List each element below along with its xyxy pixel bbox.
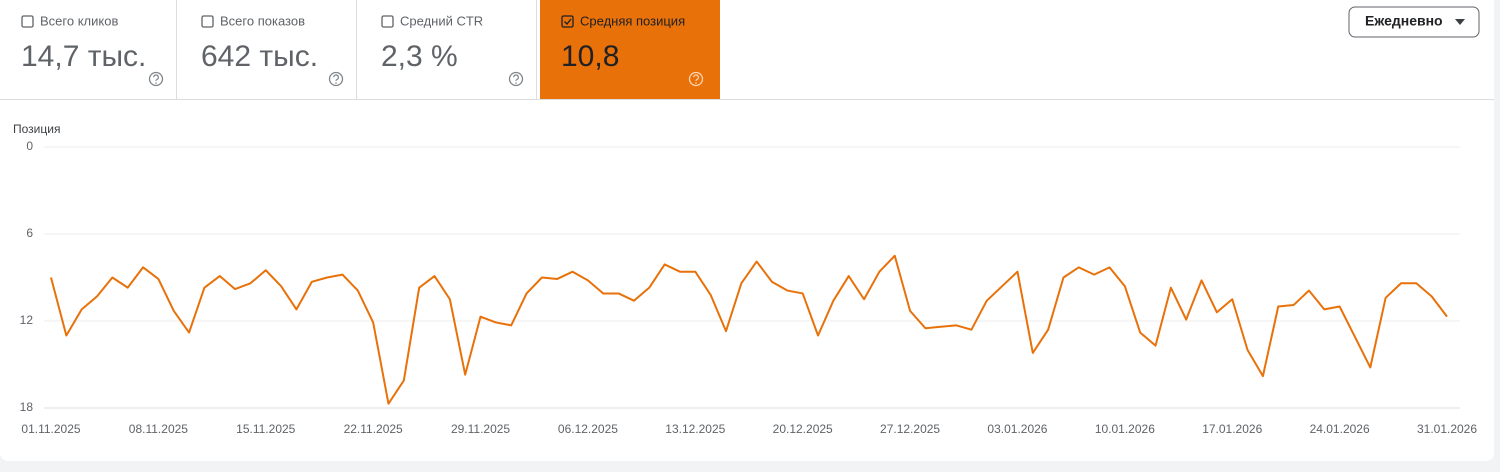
- help-icon[interactable]: [148, 71, 164, 87]
- x-tick-label: 01.11.2025: [21, 422, 80, 436]
- help-dot: [155, 82, 157, 84]
- help-icon[interactable]: [688, 71, 704, 87]
- card-label: Всего показов: [220, 13, 305, 28]
- card-value: 642 тыс.: [201, 40, 318, 73]
- y-tick-label: 0: [26, 139, 33, 153]
- x-tick-label: 27.12.2025: [880, 422, 940, 436]
- checkbox[interactable]: [201, 15, 214, 28]
- card-value: 10,8: [561, 40, 619, 73]
- help-dot: [695, 82, 697, 84]
- checkbox[interactable]: [21, 15, 34, 28]
- card-label: Средняя позиция: [580, 13, 685, 28]
- x-tick-label: 22.11.2025: [344, 422, 403, 436]
- x-tick-label: 20.12.2025: [773, 422, 833, 436]
- help-icon[interactable]: [508, 71, 524, 87]
- line-series: [50, 254, 1448, 405]
- card-label: Средний CTR: [400, 13, 483, 28]
- x-tick-label: 29.11.2025: [451, 422, 510, 436]
- x-tick-label: 15.11.2025: [236, 422, 295, 436]
- help-dot: [335, 82, 337, 84]
- x-tick-label: 31.01.2026: [1417, 422, 1477, 436]
- x-tick-label: 03.01.2026: [987, 422, 1047, 436]
- help-dot: [515, 82, 517, 84]
- help-icon[interactable]: [328, 71, 344, 87]
- y-tick-label: 18: [20, 400, 34, 414]
- card-label: Всего кликов: [40, 13, 118, 28]
- help-mark: [333, 74, 339, 82]
- checkmark: [564, 18, 572, 26]
- card-value: 2,3 %: [381, 40, 458, 73]
- dropdown-box[interactable]: [1348, 6, 1480, 38]
- dropdown-arrow: [1455, 19, 1465, 25]
- x-tick-label: 10.01.2026: [1095, 422, 1155, 436]
- y-axis-title: Позиция: [13, 122, 60, 136]
- x-tick-label: 17.01.2026: [1202, 422, 1262, 436]
- card-value: 14,7 тыс.: [21, 40, 146, 73]
- panel: [0, 0, 1494, 461]
- x-tick-label: 08.11.2025: [129, 422, 188, 436]
- y-tick-label: 12: [20, 313, 34, 327]
- x-tick-label: 13.12.2025: [665, 422, 725, 436]
- x-tick-label: 06.12.2025: [558, 422, 618, 436]
- dropdown-label[interactable]: Ежедневно: [1365, 13, 1443, 29]
- help-mark: [153, 74, 159, 82]
- help-mark: [693, 74, 699, 82]
- checkbox[interactable]: [381, 15, 394, 28]
- dropdown[interactable]: Ежедневно: [1348, 6, 1480, 38]
- help-mark: [513, 74, 519, 82]
- x-tick-label: 24.01.2026: [1310, 422, 1370, 436]
- checkbox[interactable]: [561, 15, 574, 28]
- y-tick-label: 6: [26, 226, 33, 240]
